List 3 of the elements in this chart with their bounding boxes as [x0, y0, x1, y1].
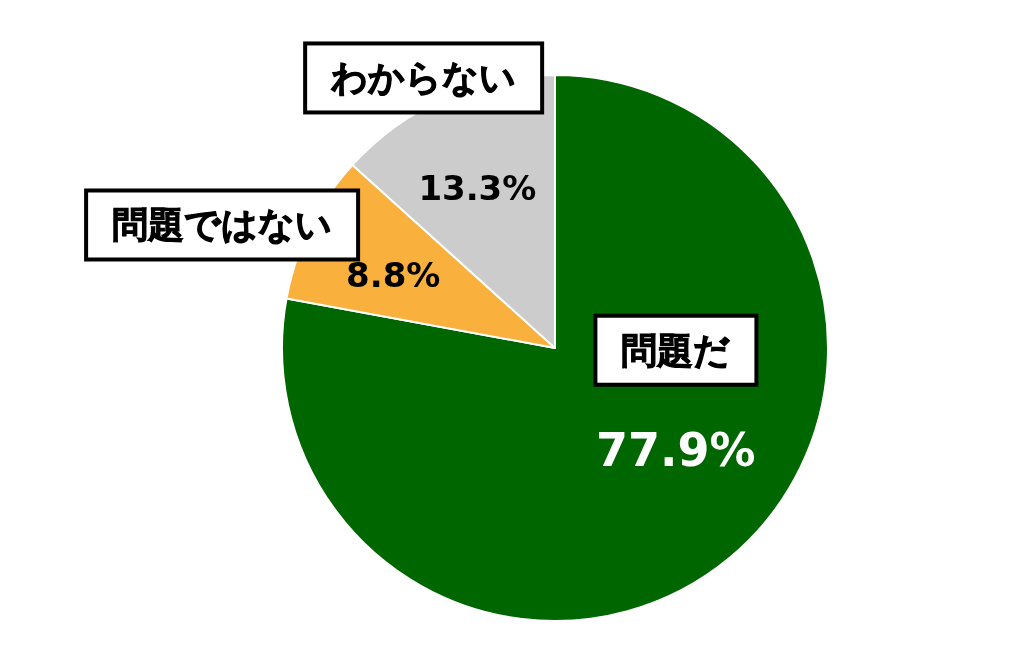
- slice-label: 問題ではない: [112, 204, 333, 246]
- slice-label: わからない: [331, 57, 517, 99]
- slice-label: 問題だ: [621, 329, 731, 371]
